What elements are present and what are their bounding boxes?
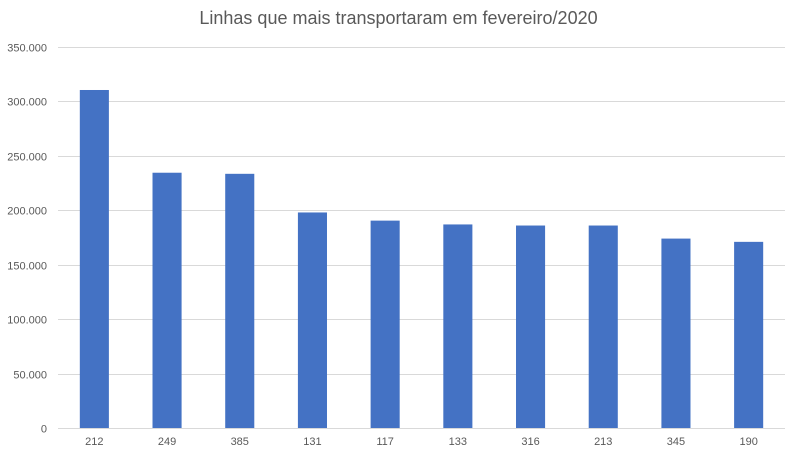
x-tick-label: 131 [303, 436, 321, 448]
y-tick-label: 100.000 [7, 315, 47, 327]
y-tick-label: 0 [41, 424, 47, 436]
y-tick-label: 300.000 [7, 97, 47, 109]
x-tick-label: 117 [376, 436, 394, 448]
bar-190 [734, 241, 764, 428]
y-tick-label: 250.000 [7, 152, 47, 164]
bar-345 [661, 238, 691, 428]
bar-249 [152, 172, 182, 428]
x-tick-label: 133 [449, 436, 467, 448]
y-tick-label: 50.000 [13, 370, 47, 382]
y-tick-label: 350.000 [7, 43, 47, 55]
bar-212 [79, 89, 109, 429]
bars [79, 89, 764, 429]
bar-131 [297, 212, 327, 428]
bar-316 [516, 225, 546, 428]
bar-213 [588, 225, 618, 428]
y-tick-labels: 0 50.000 100.000 150.000 200.000 250.000 300.0… [7, 43, 47, 436]
x-tick-label: 249 [158, 436, 176, 448]
bar-133 [443, 224, 473, 428]
x-tick-label: 385 [231, 436, 249, 448]
x-tick-label: 345 [667, 436, 685, 448]
y-tick-label: 200.000 [7, 206, 47, 218]
x-tick-label: 213 [594, 436, 612, 448]
x-tick-label: 212 [85, 436, 103, 448]
bar-385 [225, 173, 255, 428]
y-tick-label: 150.000 [7, 261, 47, 273]
x-tick-label: 190 [739, 436, 757, 448]
x-tick-labels: 212 249 385 131 117 133 316 213 345 190 [85, 436, 758, 448]
bar-117 [370, 220, 400, 428]
x-tick-label: 316 [521, 436, 539, 448]
chart-title: Linhas que mais transportaram em feverei… [199, 8, 598, 28]
